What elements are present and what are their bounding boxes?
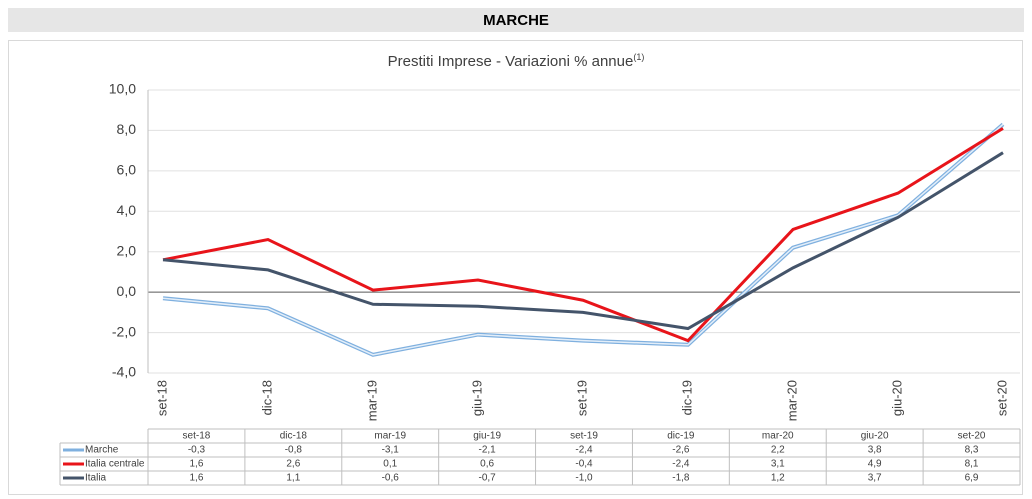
table-value: 3,8 xyxy=(868,445,882,456)
header-title: MARCHE xyxy=(483,12,549,29)
table-value: -2,6 xyxy=(672,445,690,456)
chart-frame xyxy=(8,40,1023,495)
table-value: -0,7 xyxy=(478,473,496,484)
table-value: -0,4 xyxy=(575,459,593,470)
header-band xyxy=(8,8,1024,32)
y-tick-label: 0,0 xyxy=(117,283,137,299)
table-header: dic-18 xyxy=(280,431,308,442)
table-value: 1,6 xyxy=(189,459,203,470)
legend-label: Italia xyxy=(85,473,107,484)
table-value: 2,6 xyxy=(286,459,300,470)
series-line xyxy=(162,151,1004,331)
table-value: -1,8 xyxy=(672,473,690,484)
y-tick-label: 2,0 xyxy=(117,242,137,258)
title-note: (1) xyxy=(633,52,644,62)
table-header: set-19 xyxy=(570,431,598,442)
chart-title: Prestiti Imprese - Variazioni % annue(1) xyxy=(388,52,645,70)
y-tick-label: 6,0 xyxy=(117,162,137,178)
table-header: mar-19 xyxy=(374,431,406,442)
table-value: -0,3 xyxy=(188,445,206,456)
x-tick-label: mar-20 xyxy=(784,380,799,421)
table-header: mar-20 xyxy=(762,431,794,442)
table-value: 8,3 xyxy=(965,445,979,456)
table-value: 1,2 xyxy=(771,473,785,484)
table-value: -1,0 xyxy=(575,473,593,484)
table-value: -0,8 xyxy=(285,445,303,456)
table-value: -2,4 xyxy=(672,459,690,470)
table-value: 0,6 xyxy=(480,459,494,470)
table-value: -2,1 xyxy=(478,445,496,456)
y-tick-label: 10,0 xyxy=(109,81,136,97)
table-value: 1,6 xyxy=(189,473,203,484)
table-value: -3,1 xyxy=(382,445,400,456)
x-tick-label: giu-19 xyxy=(469,380,484,416)
table-value: 8,1 xyxy=(965,459,979,470)
table-header: set-20 xyxy=(958,431,986,442)
table-header: giu-20 xyxy=(861,431,889,442)
y-tick-label: 4,0 xyxy=(117,202,137,218)
table-header: dic-19 xyxy=(667,431,695,442)
y-tick-label: 8,0 xyxy=(117,121,137,137)
legend-label: Italia centrale xyxy=(85,459,145,470)
y-tick-label: -4,0 xyxy=(112,364,136,380)
table-value: -0,6 xyxy=(382,473,400,484)
table-header: set-18 xyxy=(183,431,211,442)
table-value: 1,1 xyxy=(286,473,300,484)
x-tick-label: set-20 xyxy=(994,380,1009,416)
table-value: 0,1 xyxy=(383,459,397,470)
series-line xyxy=(162,127,1004,343)
x-tick-label: set-19 xyxy=(574,380,589,416)
x-tick-label: dic-18 xyxy=(259,380,274,415)
x-tick-label: mar-19 xyxy=(364,380,379,421)
table-header: giu-19 xyxy=(473,431,501,442)
table-value: 3,7 xyxy=(868,473,882,484)
x-tick-label: dic-19 xyxy=(679,380,694,415)
series-line-inner xyxy=(162,123,1004,356)
table-value: 2,2 xyxy=(771,445,785,456)
x-tick-label: set-18 xyxy=(154,380,169,416)
title-text: Prestiti Imprese - Variazioni % annue xyxy=(388,53,634,70)
table-value: -2,4 xyxy=(575,445,593,456)
table-value: 6,9 xyxy=(965,473,979,484)
table-value: 4,9 xyxy=(868,459,882,470)
x-tick-label: giu-20 xyxy=(889,380,904,416)
series-line xyxy=(162,122,1005,357)
legend-label: Marche xyxy=(85,445,119,456)
table-value: 3,1 xyxy=(771,459,785,470)
y-tick-label: -2,0 xyxy=(112,323,136,339)
